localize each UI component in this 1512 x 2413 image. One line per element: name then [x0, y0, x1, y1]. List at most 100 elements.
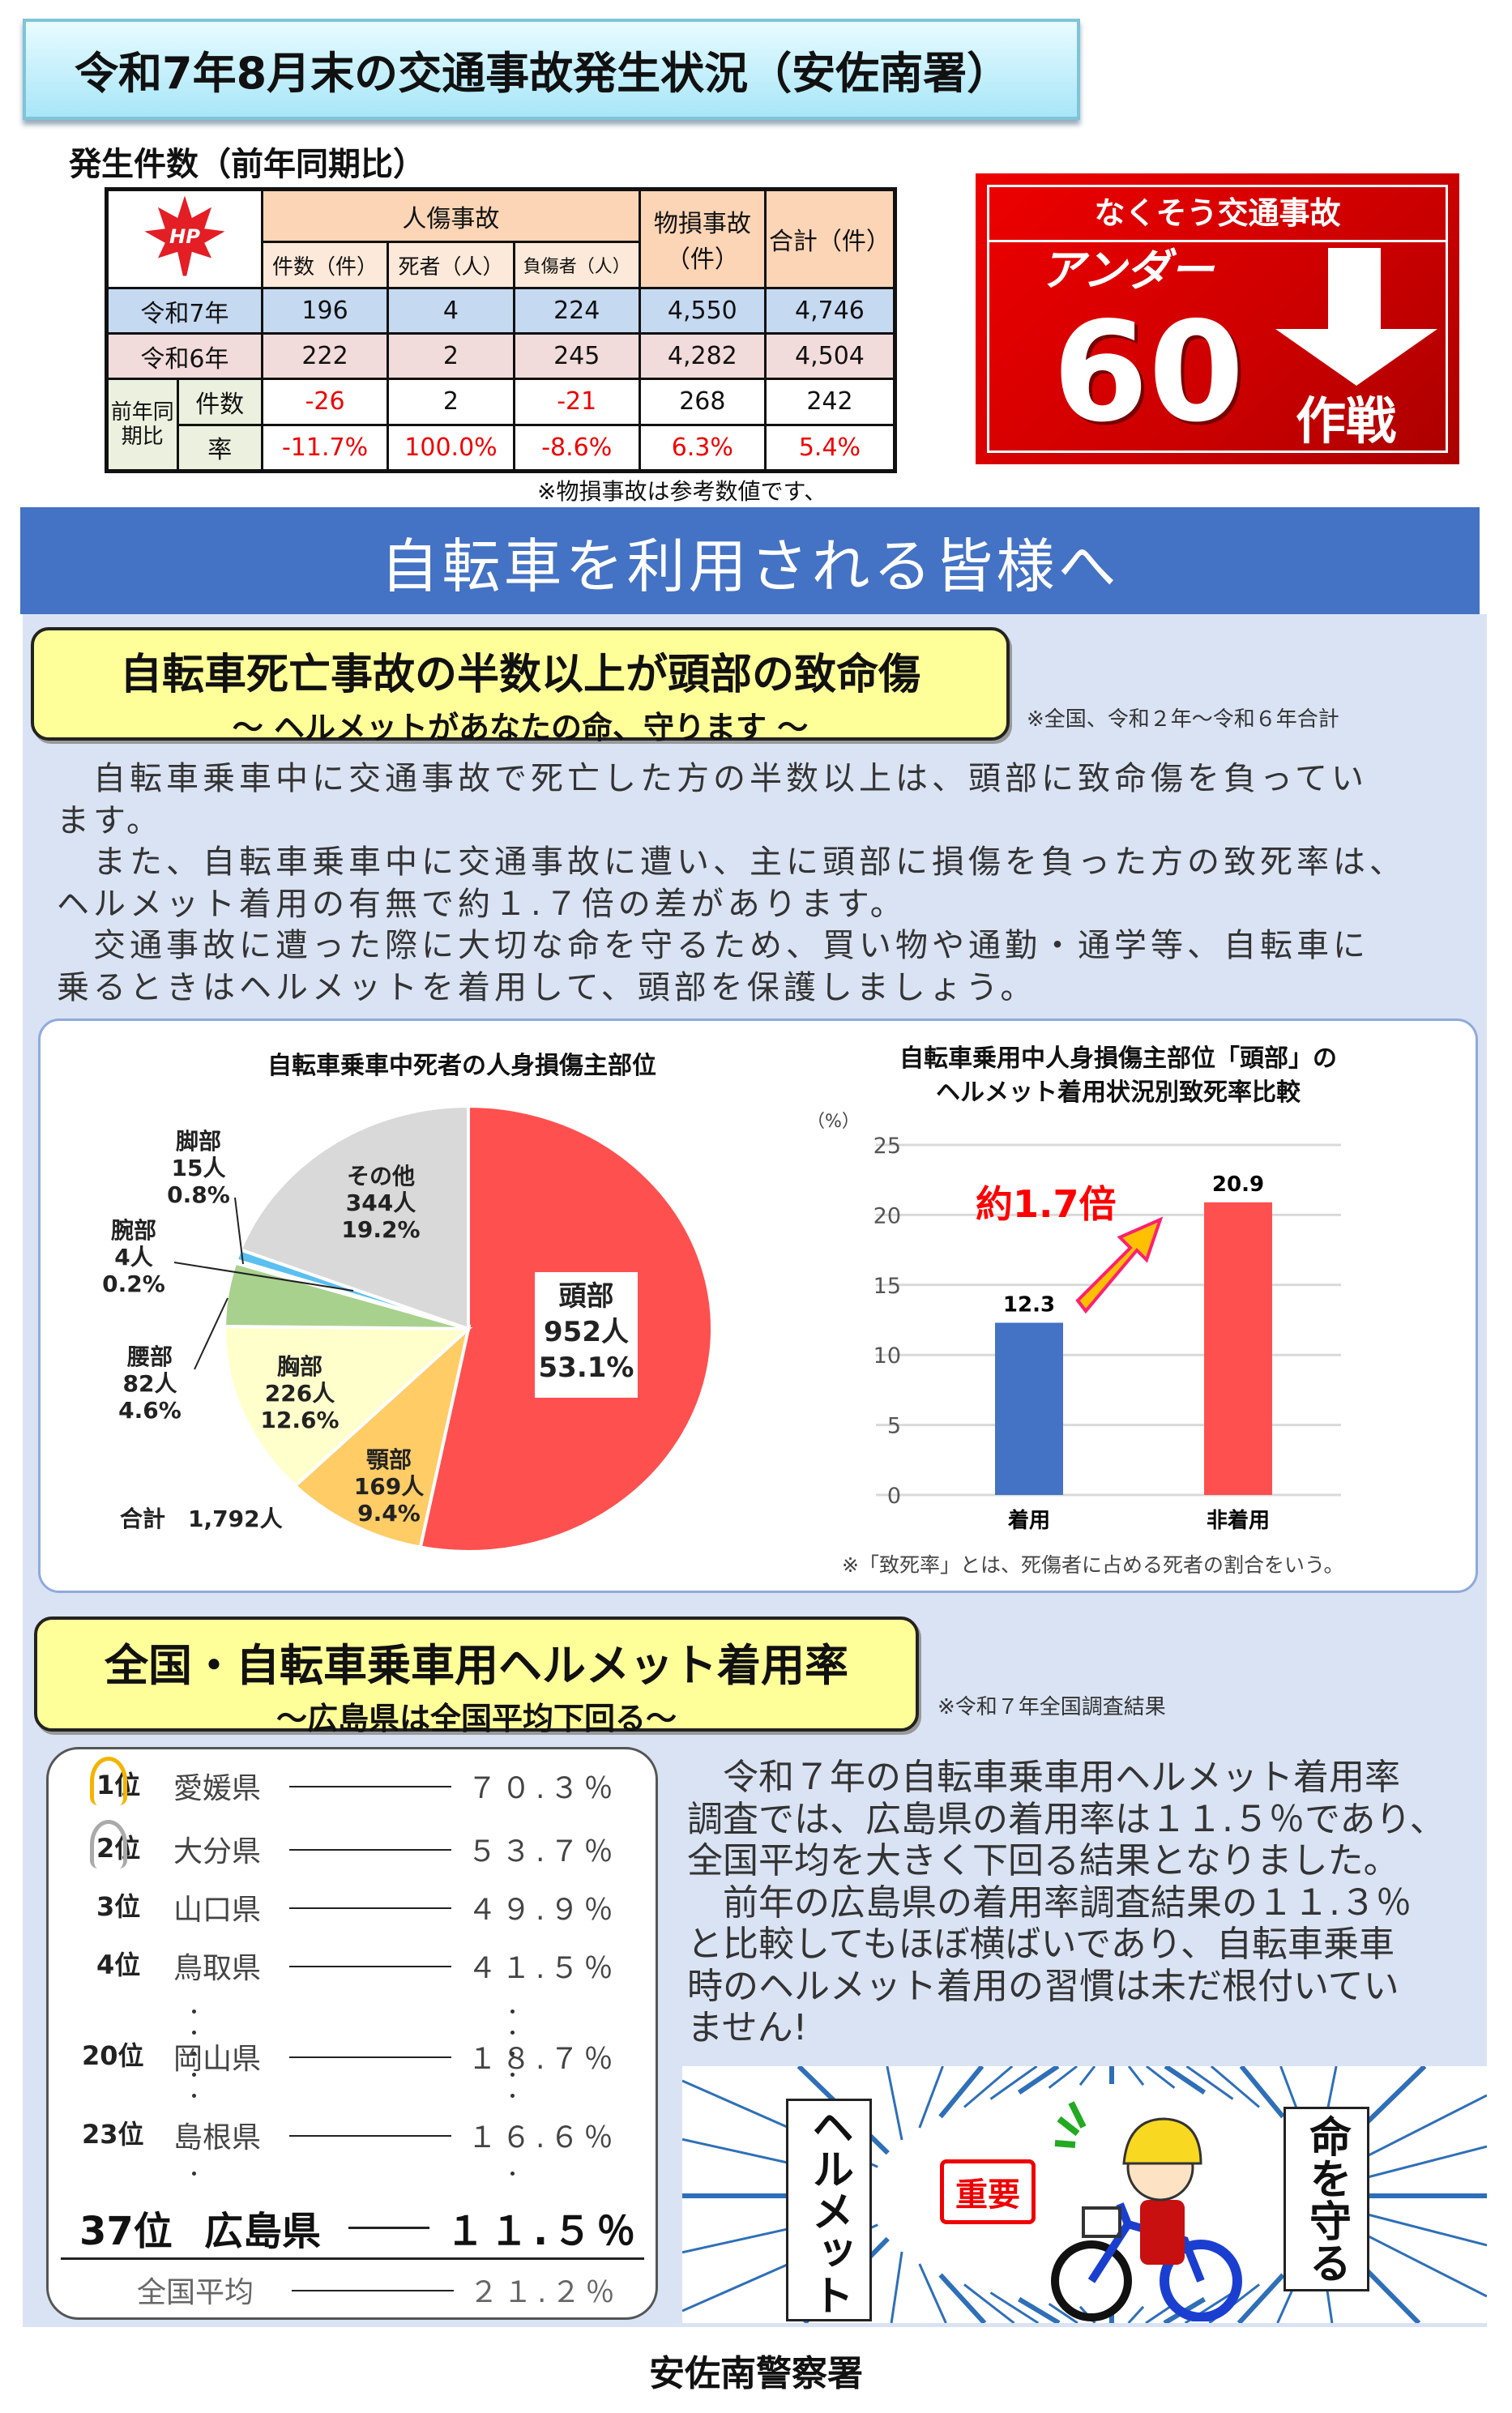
pie-total: 合計 1,792人 [120, 1505, 283, 1532]
speed-line [1185, 2066, 1234, 2100]
ranking-row: 4位 鳥取県 ４１.５％ [46, 1945, 658, 1985]
speed-line [1239, 2066, 1285, 2119]
logo-text: HP [169, 225, 200, 248]
cell: 4,746 [763, 286, 897, 335]
pie-label-arm: 腕部 4人 0.2% [102, 1217, 165, 1297]
maple-leaf-logo-icon: HP [144, 195, 225, 276]
section2-heading-box: 全国・自転車乗車用ヘルメット着用率 ～広島県は全国平均下回る～ [34, 1616, 919, 1736]
speed-line [890, 2251, 903, 2323]
speed-line [918, 2263, 947, 2323]
section1-heading-box: 自転車死亡事故の半数以上が頭部の致命傷 ～ ヘルメットがあなたの命、守ります ～ [31, 627, 1010, 745]
down-arrow-icon [1275, 248, 1437, 386]
label: 全国平均 [137, 2276, 254, 2309]
speed-line [1078, 2066, 1096, 2086]
cyclist-icon [1051, 2101, 1242, 2321]
ranking-row-average: 全国平均 ２１.２％ [46, 2269, 658, 2309]
accident-stats-table: HP 人傷事故 物損事故（件） 合計（件） 件数（件） 死者（人） 負傷者（人）… [105, 187, 897, 473]
speed-line [1145, 2066, 1176, 2089]
speed-line [1048, 2303, 1078, 2323]
rate: １６.６％ [468, 2121, 618, 2155]
cell: 100.0% [387, 423, 515, 473]
logo-cell: HP [105, 188, 263, 289]
cell: -26 [260, 378, 390, 426]
cell: 4,282 [638, 332, 767, 381]
cell: 4,550 [638, 286, 767, 335]
cell: 4,504 [763, 332, 897, 381]
table-caption: 発生件数（前年同期比） [69, 146, 425, 183]
ranking-row: 1位 愛媛県 ７０.３％ [46, 1757, 658, 1805]
pie-label-waist: 腰部 82人 4.6% [118, 1343, 182, 1424]
ranking-row: 3位 山口県 ４９.９％ [46, 1886, 658, 1927]
rank: 4位 [96, 1950, 141, 1980]
speed-line [963, 2283, 1015, 2323]
cell: 222 [260, 332, 390, 381]
ellipsis-dot [510, 2073, 515, 2077]
row-label: 率 [176, 423, 263, 473]
speed-line [1017, 2066, 1060, 2095]
ranking-box [46, 1747, 658, 2320]
prefecture: 広島県 [204, 2209, 322, 2254]
speed-line [1210, 2066, 1260, 2108]
rank: 23位 [82, 2119, 144, 2150]
rate: ４１.５％ [468, 1952, 618, 1985]
rate: ７０.３％ [468, 1772, 618, 1805]
cell: -21 [512, 378, 641, 426]
property-note: ※物損事故は参考数値です、 [537, 478, 827, 505]
section2-heading: 全国・自転車乗車用ヘルメット着用率 [105, 1640, 848, 1691]
cell: 224 [512, 286, 641, 335]
ellipsis-dot [510, 2172, 515, 2176]
divider [61, 2257, 644, 2260]
gold-medal-icon [90, 1757, 127, 1805]
important-stamp: 重要 [940, 2159, 1036, 2224]
speed-line [989, 2291, 1040, 2323]
para-line: また、自転車乗車中に交通事故に遭い、主に頭部に損傷を負った方の致死率は、 [57, 843, 1406, 881]
pie-label-head: 頭部 952人 53.1% [535, 1272, 638, 1398]
prefecture: 岡山県 [173, 2043, 262, 2076]
cell: 5.4% [763, 423, 897, 473]
speed-line [1127, 2066, 1145, 2086]
section1-paragraph: 自転車乗車中に交通事故で死亡した方の半数以上は、頭部に致命傷を負ってい ます。 ま… [57, 758, 1406, 1009]
prefecture: 鳥取県 [173, 1952, 262, 1985]
cell: 245 [512, 332, 641, 381]
ellipsis-dot [192, 2094, 196, 2098]
rate: １１.５％ [446, 2209, 641, 2254]
ellipsis-dot [192, 2009, 196, 2014]
speed-line [1127, 2305, 1145, 2323]
section-banner: 自転車を利用される皆様へ [20, 507, 1480, 614]
protect-life-label: 命を守る [1283, 2107, 1369, 2291]
rate: ５３.７％ [468, 1835, 618, 1868]
para-line: 乗るときはヘルメットを着用して、頭部を保護しましょう。 [57, 968, 1037, 1006]
ellipsis-dot [510, 2094, 515, 2098]
rate: １８.７％ [468, 2043, 618, 2076]
ellipsis-dot [510, 2009, 515, 2014]
ranking-row: 20位 岡山県 １８.７％ [46, 2035, 658, 2076]
ranking-row: 23位 島根県 １６.６％ [46, 2114, 658, 2155]
pie-label-chest: 胸部 226人 12.6% [260, 1353, 340, 1433]
cell: 196 [260, 286, 390, 335]
badge-under: アンダー [1040, 245, 1214, 296]
rank: 3位 [96, 1891, 141, 1922]
speed-line [938, 2066, 985, 2119]
speed-line [938, 2273, 987, 2323]
speed-lines [682, 2066, 1487, 2323]
prefecture: 愛媛県 [173, 1772, 262, 1805]
cell: 268 [638, 378, 767, 426]
pie-title: 自転車乗車中死者の人身損傷主部位 [267, 1052, 656, 1080]
rate: ４９.９％ [468, 1894, 618, 1927]
speed-line [1352, 2145, 1487, 2183]
header-total: 合計（件） [763, 188, 897, 289]
ellipsis-dot [510, 2052, 515, 2056]
prefecture: 山口県 [173, 1894, 262, 1927]
ellipsis-dot [192, 2031, 196, 2035]
prefecture: 大分県 [173, 1835, 262, 1868]
bar-annotation: 約1.7倍 [976, 1182, 1117, 1226]
table-row: 率 -11.7% 100.0% -8.6% 6.3% 5.4% [107, 423, 897, 473]
table-row: 令和7年 196 4 224 4,550 4,746 [105, 286, 897, 335]
cell: 242 [763, 378, 897, 426]
header-count: 件数（件） [260, 241, 390, 289]
campaign-badge: なくそう交通事故 アンダー 60 作戦 [976, 173, 1459, 464]
speed-line [1352, 2209, 1487, 2247]
ellipsis-dot [192, 2052, 196, 2056]
rank: 37位 [79, 2209, 173, 2254]
speed-line [1018, 2296, 1061, 2323]
